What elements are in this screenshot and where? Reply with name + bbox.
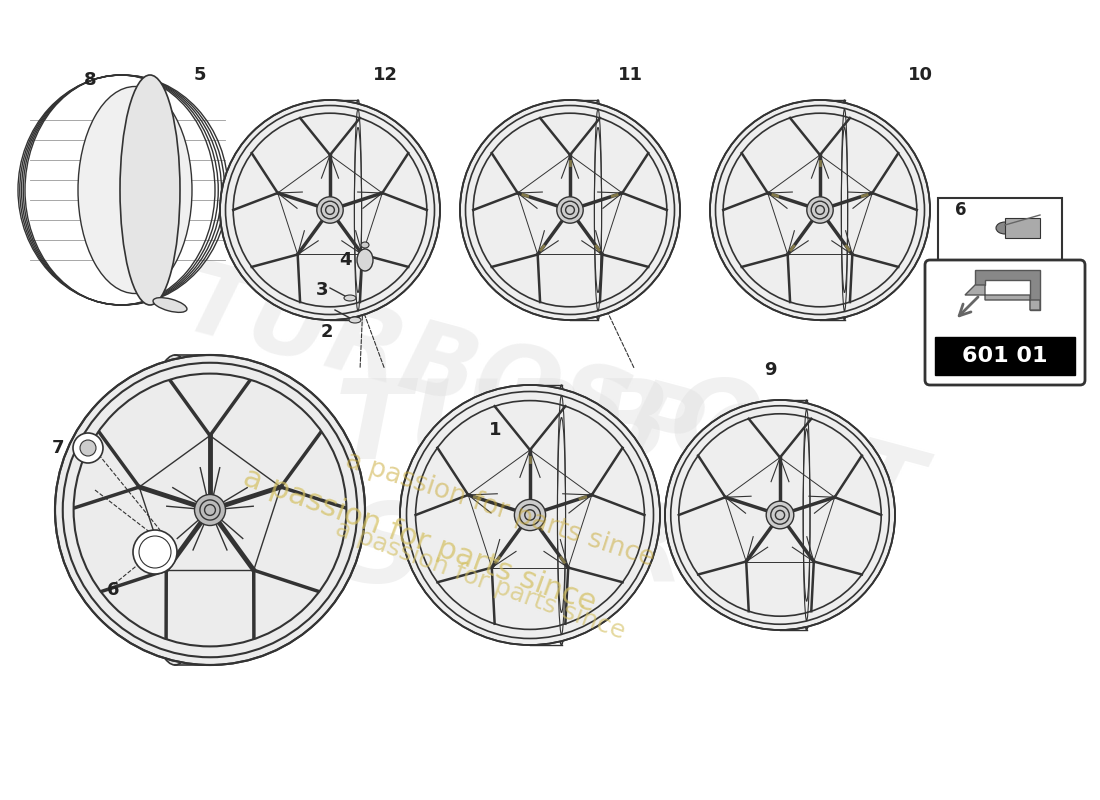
Circle shape [557,197,583,223]
Circle shape [321,202,339,218]
FancyArrowPatch shape [959,297,978,316]
Ellipse shape [840,100,849,320]
Circle shape [519,505,540,526]
Circle shape [326,206,334,214]
Polygon shape [965,285,1040,310]
Circle shape [200,500,220,520]
Text: 4: 4 [339,251,351,269]
Ellipse shape [140,355,210,665]
Ellipse shape [153,298,187,312]
Ellipse shape [556,385,568,645]
Ellipse shape [593,100,603,320]
FancyBboxPatch shape [938,198,1062,262]
Text: 2: 2 [321,323,333,341]
Circle shape [561,202,579,218]
Text: TURBOSPORT: TURBOSPORT [170,255,929,545]
Ellipse shape [344,295,356,301]
Text: 8: 8 [84,71,97,89]
Text: 12: 12 [373,66,397,84]
Text: 3: 3 [316,281,328,299]
Ellipse shape [120,75,180,305]
Ellipse shape [358,249,373,271]
Text: a passion for parts since: a passion for parts since [332,516,628,644]
Circle shape [55,355,365,665]
Circle shape [205,505,216,515]
Circle shape [80,440,96,456]
Circle shape [400,385,660,645]
Ellipse shape [78,86,192,294]
Circle shape [776,510,784,520]
Text: 10: 10 [908,66,933,84]
Circle shape [133,530,177,574]
Circle shape [220,100,440,320]
Circle shape [806,197,833,223]
Circle shape [710,100,930,320]
Polygon shape [975,270,1040,310]
Ellipse shape [353,100,363,320]
Text: 7: 7 [52,439,64,457]
Ellipse shape [349,317,361,323]
Ellipse shape [802,400,812,630]
Text: TURBO
SPORT: TURBO SPORT [334,374,766,606]
Text: 5: 5 [194,66,207,84]
Circle shape [195,494,226,526]
Circle shape [565,206,574,214]
Circle shape [811,202,828,218]
Bar [1005,218,1040,238]
Text: 6: 6 [107,581,119,599]
Circle shape [815,206,824,214]
Circle shape [317,197,343,223]
Circle shape [460,100,680,320]
FancyBboxPatch shape [925,260,1085,385]
Text: 6: 6 [955,201,967,219]
Text: a passion for parts since: a passion for parts since [240,462,601,618]
Circle shape [73,433,103,463]
Circle shape [771,506,789,524]
Circle shape [515,499,546,530]
Circle shape [666,400,895,630]
Text: a passion for parts since: a passion for parts since [342,448,658,572]
Text: 9: 9 [763,361,777,379]
Text: 1: 1 [488,421,502,439]
Circle shape [525,510,536,520]
Circle shape [767,501,794,529]
Ellipse shape [996,222,1014,234]
Text: 11: 11 [617,66,642,84]
Text: 601 01: 601 01 [962,346,1047,366]
Ellipse shape [361,242,368,248]
Bar [935,337,1075,375]
